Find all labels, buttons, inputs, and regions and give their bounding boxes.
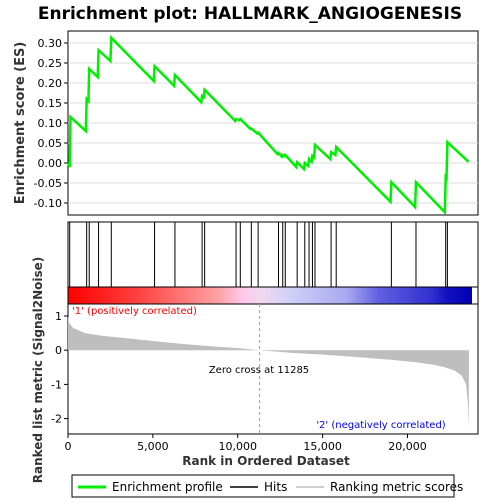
metric-y-axis-label: Ranked list metric (Signal2Noise) <box>31 257 45 484</box>
es-y-tick-label: 0.05 <box>38 137 63 150</box>
hits-frame <box>67 221 479 288</box>
legend-enrichment-label: Enrichment profile <box>112 480 223 494</box>
metric-x-ticks: 0 5,000 10,000 15,000 20,000 <box>65 434 427 453</box>
metric-y-tick-label: 0 <box>55 344 62 357</box>
chart-title: Enrichment plot: HALLMARK_ANGIOGENESIS <box>38 4 462 24</box>
es-y-tick-label: 0.20 <box>38 77 63 90</box>
es-y-tick-label: -0.05 <box>34 177 62 190</box>
ranked-list-heat-bar <box>68 287 472 304</box>
metric-y-tick-label: -1 <box>51 378 62 391</box>
negative-correlation-label: '2' (negatively correlated) <box>316 420 445 431</box>
es-y-axis-label: Enrichment score (ES) <box>13 42 28 205</box>
legend-metric-label: Ranking metric scores <box>330 480 463 494</box>
es-y-tick-label: 0.10 <box>38 117 63 130</box>
x-tick-label: 15,000 <box>303 440 342 453</box>
legend-hits-label: Hits <box>264 480 287 494</box>
x-tick-label: 20,000 <box>388 440 427 453</box>
metric-y-tick-label: 1 <box>55 310 62 323</box>
es-y-tick-label: -0.10 <box>34 197 62 210</box>
x-tick-label: 10,000 <box>218 440 257 453</box>
x-tick-label: 5,000 <box>137 440 169 453</box>
metric-y-ticks: 1 0 -1 -2 <box>51 310 68 426</box>
es-y-ticks: 0.30 0.25 0.20 0.15 0.10 0.05 0.00 -0.05 -0.10 <box>34 37 68 210</box>
legend-box <box>71 474 455 498</box>
positive-correlation-label: '1' (positively correlated) <box>72 306 197 317</box>
legend: Enrichment profile Hits Ranking metric s… <box>71 474 463 498</box>
es-y-tick-label: 0.30 <box>38 37 63 50</box>
hits-panel <box>67 221 479 288</box>
metric-panel: 1 0 -1 -2 0 5,000 10,000 15,000 20,000 '1' (pos… <box>31 257 479 484</box>
enrichment-profile-line <box>66 34 470 216</box>
es-y-tick-label: 0.15 <box>38 97 63 110</box>
es-panel: 0.30 0.25 0.20 0.15 0.10 0.05 0.00 -0.05 -0.10 E… <box>13 30 479 216</box>
zero-cross-label: Zero cross at 11285 <box>209 365 309 376</box>
ranking-metric-area <box>68 316 469 428</box>
hit-markers <box>69 222 448 287</box>
metric-plot-frame <box>67 303 479 435</box>
x-tick-label: 0 <box>65 440 72 453</box>
metric-y-tick-label: -2 <box>51 413 62 426</box>
x-axis-label: Rank in Ordered Dataset <box>182 454 350 468</box>
es-y-tick-label: 0.25 <box>38 57 63 70</box>
es-y-tick-label: 0.00 <box>38 157 63 170</box>
